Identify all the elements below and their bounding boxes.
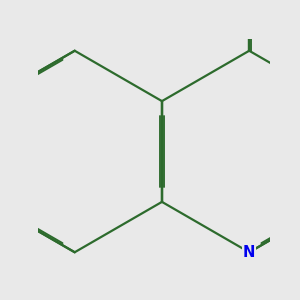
Text: N: N bbox=[243, 245, 255, 260]
